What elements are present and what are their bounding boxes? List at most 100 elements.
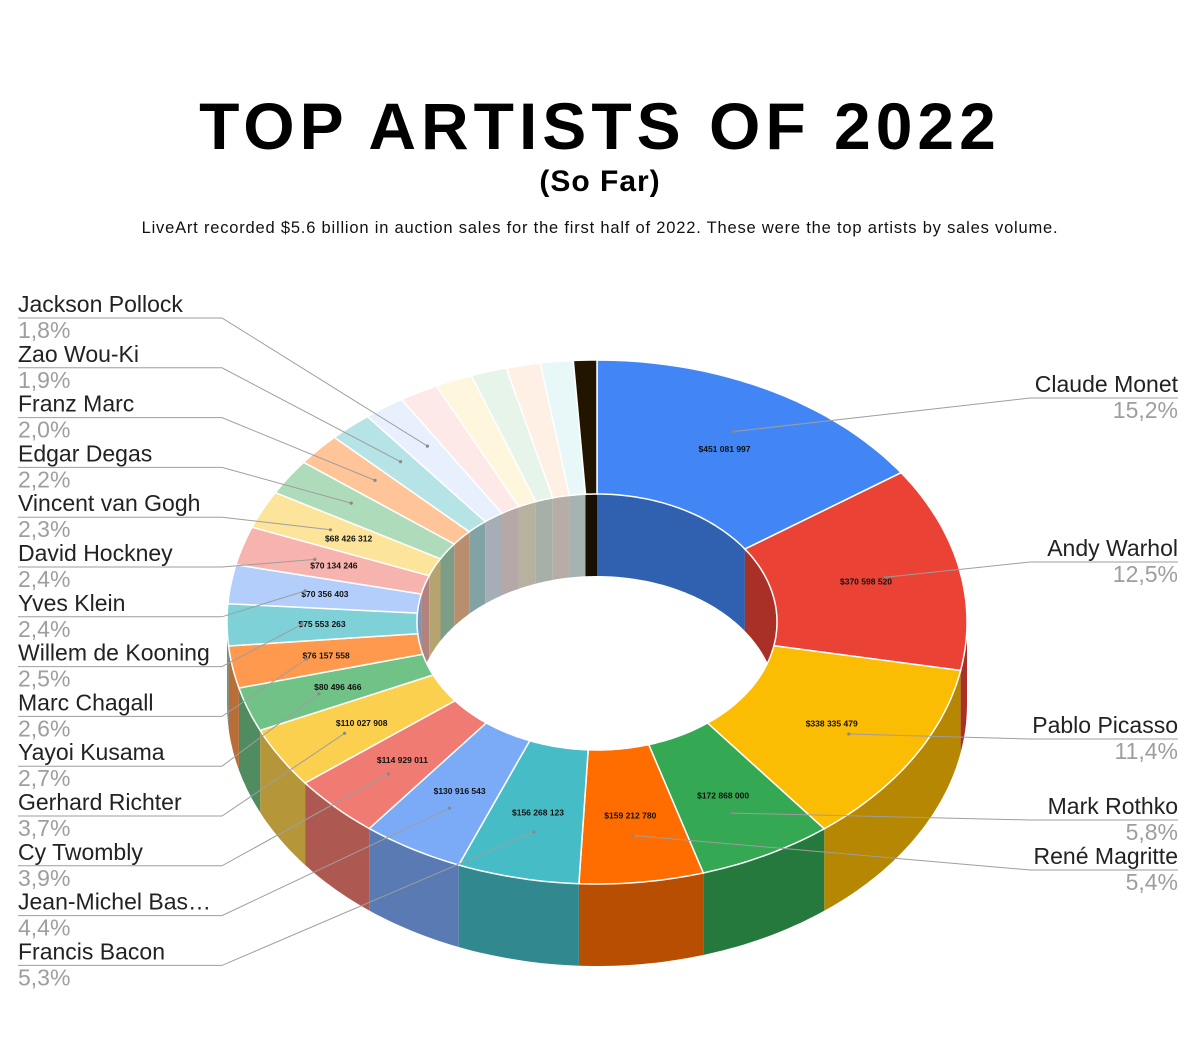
leader-line-gerhard-richter [18,732,345,817]
value-label-david-hockney: $70 134 246 [310,560,358,570]
leader-line-yves-klein [18,590,306,618]
label-name-edgar-degas: Edgar Degas [18,440,152,466]
value-label-rene-magritte: $159 212 780 [604,811,656,821]
outer-wall-cy-twombly [305,783,370,911]
value-label-cy-twombly: $114 929 011 [377,755,428,765]
outer-wall-rene-magritte [578,873,704,966]
inner-wall-slice-19 [502,506,519,596]
leader-dot-david-hockney [313,557,317,562]
label-name-jackson-pollock: Jackson Pollock [18,291,183,317]
outer-wall-mark-rothko [703,828,825,955]
inner-wall-vincent-van-gogh [429,558,441,658]
leader-lines [18,317,1178,966]
leader-line-edgar-degas [18,466,352,504]
label-percent-edgar-degas: 2,2% [18,466,70,492]
leader-dot-yayoi-kusama [317,692,321,696]
leader-dot-claude-monet [732,429,736,434]
chart-subtitle: (So Far) [539,165,661,198]
label-name-vincent-van-gogh: Vincent van Gogh [18,490,200,516]
leader-line-jean-michel-bas [18,807,450,917]
inner-wall-zao-wou-ki [469,521,486,614]
value-label-francis-bacon: $156 268 123 [512,808,564,818]
label-percent-jackson-pollock: 1,8% [18,317,70,343]
leader-dot-vincent-van-gogh [328,528,333,532]
value-labels: $451 081 997 $370 598 520 $338 335 479 $172… [298,444,892,820]
value-label-yves-klein: $70 356 403 [301,589,349,599]
outer-wall-yayoi-kusama [238,688,261,813]
label-percent-vincent-van-gogh: 2,3% [18,516,70,542]
leader-dot-francis-bacon [532,830,536,834]
label-percent-yves-klein: 2,4% [18,616,70,642]
label-percent-yayoi-kusama: 2,7% [18,765,70,791]
outer-wall-pablo-picasso [824,670,961,911]
leader-line-andy-warhol [885,561,1178,578]
label-percent-cy-twombly: 3,9% [18,865,70,891]
inner-wall-slice-21 [535,497,553,584]
label-percent-pablo-picasso: 11,4% [1114,738,1178,764]
label-percent-willem-de-kooning: 2,5% [18,666,70,692]
leader-dot-willem-de-kooning [300,622,304,626]
label-name-willem-de-kooning: Willem de Kooning [18,640,210,666]
chart-description: LiveArt recorded $5.6 billion in auction… [141,219,1059,237]
leader-line-pablo-picasso [848,733,1178,740]
label-name-pablo-picasso: Pablo Picasso [1032,712,1178,738]
label-percent-claude-monet: 15,2% [1113,397,1178,423]
label-percent-rene-magritte: 5,4% [1126,869,1178,895]
value-label-willem-de-kooning: $75 553 263 [298,619,346,629]
value-label-mark-rothko: $172 868 000 [697,790,749,800]
chart-title: TOP ARTISTS OF 2022 [199,89,1001,163]
leader-line-mark-rothko [732,812,1178,821]
value-label-claude-monet: $451 081 997 [699,444,751,454]
leader-dot-edgar-degas [349,501,353,505]
leader-line-david-hockney [18,558,315,568]
leader-dot-cy-twombly [386,772,390,776]
leader-dot-andy-warhol [883,575,888,579]
inner-wall-jackson-pollock [485,513,502,604]
leader-dot-zao-wou-ki [398,460,403,464]
slice-slice-24 [572,359,598,496]
leader-dot-jean-michel-bas [448,806,452,810]
label-name-claude-monet: Claude Monet [1035,371,1179,397]
leader-line-marc-chagall [18,658,307,717]
label-name-jean-michel-bas: Jean-Michel Bas… [18,889,211,915]
label-percent-marc-chagall: 2,6% [18,715,70,741]
inner-wall-franz-marc [454,531,470,626]
label-name-zao-wou-ki: Zao Wou-Ki [18,341,139,367]
inner-wall-david-hockney [421,575,430,676]
outer-wall-gerhard-richter [260,730,306,865]
leader-dot-franz-marc [373,478,377,482]
label-percent-franz-marc: 2,0% [18,417,70,443]
value-label-gerhard-richter: $110 027 908 [336,718,388,728]
leader-line-cy-twombly [18,773,389,867]
label-name-mark-rothko: Mark Rothko [1048,793,1178,819]
label-name-marc-chagall: Marc Chagall [18,689,154,715]
label-name-yves-klein: Yves Klein [18,590,125,616]
slice-tops [226,359,968,885]
outer-wall-andy-warhol [960,622,967,753]
leader-dot-rene-magritte [631,833,635,838]
leader-line-rene-magritte [632,834,1178,871]
label-name-david-hockney: David Hockney [18,540,173,566]
inner-wall-edgar-degas [440,544,455,641]
leader-line-jackson-pollock [18,317,428,447]
value-label-marc-chagall: $76 157 558 [302,651,350,661]
leader-line-vincent-van-gogh [18,516,331,531]
leader-dot-jackson-pollock [425,444,429,448]
label-name-francis-bacon: Francis Bacon [18,938,165,964]
label-percent-jean-michel-bas: 4,4% [18,915,70,941]
leader-dot-yves-klein [303,589,307,593]
label-name-franz-marc: Franz Marc [18,391,134,417]
leader-line-francis-bacon [18,831,534,966]
value-label-yayoi-kusama: $80 496 466 [314,682,362,692]
leader-line-claude-monet [733,397,1178,432]
inner-wall-claude-monet [597,494,745,632]
inner-wall-slice-24 [585,494,597,577]
outer-wall-francis-bacon [458,865,579,966]
value-label-pablo-picasso: $338 335 479 [806,719,858,729]
label-percent-mark-rothko: 5,8% [1126,819,1178,845]
leader-line-franz-marc [18,417,376,481]
inner-wall-slice-20 [518,501,536,589]
leader-line-zao-wou-ki [18,367,401,463]
